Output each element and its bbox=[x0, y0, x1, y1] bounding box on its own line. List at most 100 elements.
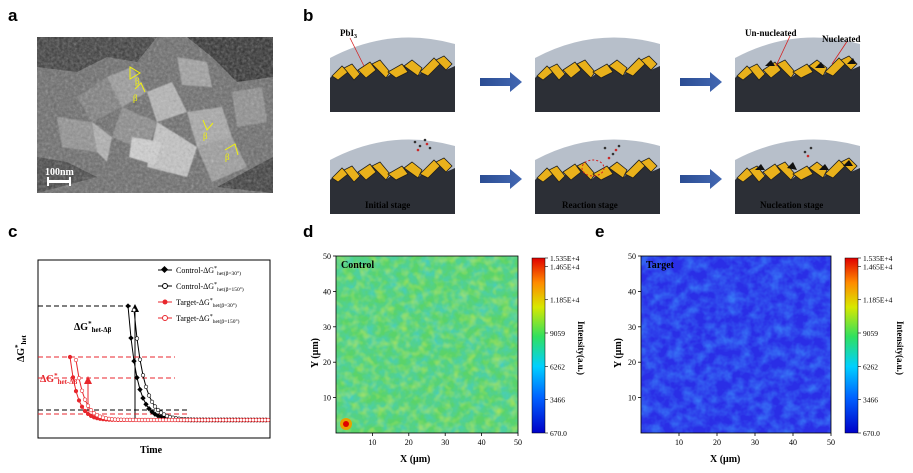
energy-series-4-marker bbox=[79, 388, 85, 393]
process-arrows bbox=[480, 72, 722, 189]
energy-plot-frame bbox=[37, 259, 271, 439]
energy-series-2-marker bbox=[140, 373, 146, 378]
energy-series-2-marker bbox=[146, 393, 152, 398]
energy-plot-guides bbox=[38, 304, 190, 420]
energy-series-2-marker bbox=[152, 404, 158, 409]
energy-series-1-marker bbox=[146, 405, 152, 412]
angle-marks bbox=[129, 66, 239, 156]
energy-series-4-marker bbox=[73, 357, 79, 363]
d-x-tick-label: 10 bbox=[368, 438, 376, 447]
energy-series-1-marker bbox=[128, 335, 134, 341]
legend-control-30: Control-ΔG*het(β=30°) bbox=[176, 266, 241, 277]
energy-series-4-line bbox=[75, 359, 268, 421]
energy-series-2-marker bbox=[134, 336, 140, 341]
energy-chart: Control-ΔG*het(β=30°) Control-ΔG*het(β=1… bbox=[14, 259, 271, 456]
energy-series-2-marker bbox=[137, 357, 143, 362]
energy-series-3-marker bbox=[76, 398, 82, 403]
panel-label-e: e bbox=[595, 222, 605, 241]
target-map-ticks: 10 20 30 40 50 10 20 30 40 50 bbox=[628, 252, 835, 447]
d-cbar-tick-label: 3466 bbox=[550, 396, 565, 405]
energy-series-2-line bbox=[133, 309, 267, 421]
target-cbar-label: Intensity(a.u.) bbox=[895, 321, 905, 375]
energy-series-1-marker bbox=[134, 374, 140, 381]
e-x-tick-label: 50 bbox=[827, 438, 835, 447]
target-inset-label: Target bbox=[646, 260, 675, 271]
energy-series-4-marker bbox=[76, 376, 82, 381]
d-y-tick-label: 30 bbox=[323, 323, 331, 332]
e-cbar-tick-label: 670.0 bbox=[863, 429, 880, 438]
target-x-label: X (μm) bbox=[710, 454, 740, 465]
pbi3-label: PbI3 bbox=[340, 28, 357, 40]
d-x-tick-label: 20 bbox=[405, 438, 413, 447]
d-x-tick-label: 40 bbox=[478, 438, 486, 447]
energy-series-2-marker bbox=[158, 410, 164, 415]
energy-series-2-marker bbox=[149, 399, 155, 404]
e-x-tick-label: 10 bbox=[675, 438, 683, 447]
energy-series-1-marker bbox=[143, 401, 149, 407]
control-x-label: X (μm) bbox=[400, 454, 430, 465]
annot-black-delta: ΔG*het-Δβ bbox=[74, 320, 112, 334]
energy-series-2-marker bbox=[155, 407, 161, 413]
target-map-panel: Target 10 20 30 40 50 10 20 30 40 50 X (μm) Y (μm… bbox=[605, 248, 905, 468]
energy-series-3-marker bbox=[73, 389, 79, 394]
e-y-tick-label: 40 bbox=[628, 287, 636, 296]
energy-series-1-marker bbox=[131, 358, 137, 364]
e-cbar-tick-label: 1.535E+4 bbox=[863, 254, 893, 263]
control-map-ticks: 10 20 30 40 50 10 20 30 40 50 bbox=[323, 252, 522, 447]
energy-series-3-marker bbox=[85, 411, 91, 417]
d-x-tick-label: 50 bbox=[514, 438, 522, 447]
e-y-tick-label: 30 bbox=[628, 323, 636, 332]
energy-series-1-marker bbox=[149, 409, 155, 415]
d-cbar-tick-label: 1.465E+4 bbox=[550, 262, 580, 271]
energy-series-3-marker bbox=[79, 404, 85, 409]
control-cbar-label: Intensity(a.u.) bbox=[576, 321, 586, 375]
energy-series-3-marker bbox=[67, 354, 73, 360]
un-nucleated-label: Un-nucleated bbox=[745, 28, 797, 38]
control-inset-label: Control bbox=[341, 260, 374, 271]
stage-nucleation: Nucleation stage bbox=[760, 200, 823, 210]
control-map-panel: Control 10 20 30 40 50 10 20 30 40 50 X (μm) Y (μ… bbox=[310, 248, 590, 468]
energy-series-4-marker bbox=[88, 407, 94, 413]
e-y-tick-label: 20 bbox=[628, 358, 636, 367]
sem-image: β β β β 100nm bbox=[37, 37, 273, 193]
energy-series-4-marker bbox=[265, 417, 271, 423]
target-map-frame bbox=[640, 255, 832, 434]
target-y-label: Y (μm) bbox=[613, 338, 624, 368]
control-map-figure: Control 10 20 30 40 50 10 20 30 40 50 X (μm) Y (μ… bbox=[310, 252, 586, 465]
energy-series-1-marker bbox=[137, 386, 143, 393]
energy-series-4-marker bbox=[91, 410, 97, 416]
d-y-tick-label: 10 bbox=[323, 394, 331, 403]
d-cbar-tick-label: 1.535E+4 bbox=[550, 254, 580, 263]
nucleation-schematic: PbI3 Un-nucleated Nucleated Initial stag… bbox=[329, 28, 861, 215]
target-colorbar bbox=[844, 257, 859, 434]
energy-series-3-line bbox=[69, 356, 268, 421]
stage-initial: Initial stage bbox=[365, 200, 410, 210]
d-cbar-tick-label: 670.0 bbox=[550, 429, 567, 438]
energy-x-label: Time bbox=[140, 445, 163, 456]
energy-series-2-marker bbox=[143, 384, 149, 389]
panel-label-b: b bbox=[303, 6, 314, 25]
scale-bar: 100nm bbox=[45, 167, 75, 186]
beta-label-1: β bbox=[135, 76, 140, 86]
e-y-tick-label: 10 bbox=[628, 394, 636, 403]
energy-series-1-marker bbox=[125, 303, 131, 309]
energy-y-label: ΔG*het bbox=[14, 334, 28, 362]
control-map-frame bbox=[335, 255, 519, 434]
panel-label-a: a bbox=[8, 6, 18, 25]
d-y-tick-label: 40 bbox=[323, 287, 331, 296]
e-cbar-tick-label: 3466 bbox=[863, 396, 878, 405]
d-cbar-tick-label: 6262 bbox=[550, 362, 565, 371]
nucleated-label: Nucleated bbox=[822, 34, 861, 44]
beta-label-2: β bbox=[133, 93, 138, 103]
energy-legend: Control-ΔG*het(β=30°) Control-ΔG*het(β=1… bbox=[158, 265, 244, 325]
e-y-tick-label: 50 bbox=[628, 252, 636, 261]
energy-series-1-line bbox=[127, 305, 267, 421]
energy-series-2-marker bbox=[131, 307, 137, 313]
stage-reaction: Reaction stage bbox=[562, 200, 618, 210]
energy-series-4-marker bbox=[82, 397, 88, 402]
energy-series-4-marker bbox=[85, 403, 91, 408]
d-y-tick-label: 20 bbox=[323, 358, 331, 367]
scale-bar-label: 100nm bbox=[45, 167, 75, 178]
legend-target-150: Target-ΔG*het(β=150°) bbox=[176, 314, 240, 325]
e-cbar-tick-label: 9059 bbox=[863, 329, 878, 338]
